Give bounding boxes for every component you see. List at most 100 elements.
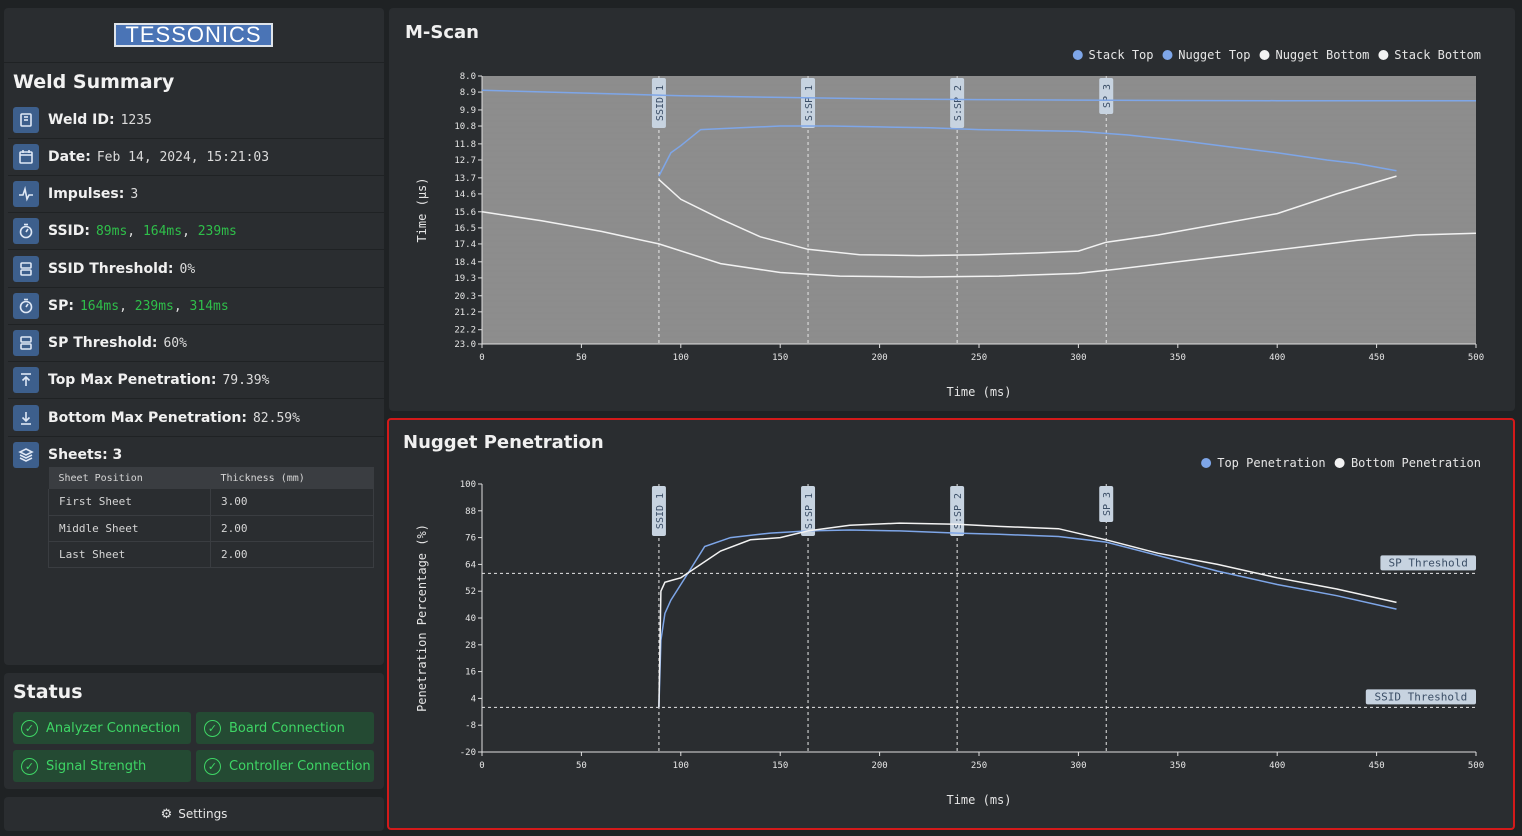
signal-strength-status[interactable]: ✓ Signal Strength xyxy=(13,750,191,782)
settings-button[interactable]: ⚙ Settings xyxy=(4,797,384,831)
table-cell: Last Sheet xyxy=(48,541,211,568)
x-tick-label: 500 xyxy=(1468,353,1484,363)
x-tick-label: 350 xyxy=(1170,761,1186,771)
info-label: Date: xyxy=(48,149,91,165)
legend-label: Top Penetration xyxy=(1217,456,1325,470)
y-axis-title: Penetration Percentage (%) xyxy=(415,524,429,712)
time-value: 239ms xyxy=(134,298,174,314)
x-tick-label: 0 xyxy=(479,353,484,363)
y-tick-label: 64 xyxy=(465,560,476,570)
status-label: Signal Strength xyxy=(46,758,147,774)
weld-info-row: SP Threshold: 60% xyxy=(8,325,384,362)
y-tick-label: 16.5 xyxy=(454,224,476,234)
legend-swatch xyxy=(1378,50,1389,60)
impulse-marker-label-bg xyxy=(1099,486,1114,522)
check-circle-icon: ✓ xyxy=(204,719,221,737)
x-axis-title: Time (ms) xyxy=(946,793,1011,807)
y-tick-label: 88 xyxy=(465,507,476,517)
info-value: 60% xyxy=(163,335,187,351)
header-thickness: Thickness (mm) xyxy=(210,467,374,489)
table-cell: First Sheet xyxy=(48,489,211,516)
series-line-top-penetration xyxy=(658,529,1397,708)
impulse-marker-label-bg xyxy=(651,486,666,536)
weld-info-row: Date: Feb 14, 2024, 15:21:03 xyxy=(8,139,384,176)
y-tick-label: 23.0 xyxy=(454,340,476,350)
x-tick-label: 300 xyxy=(1070,353,1086,363)
m-scan-chart: 0 50 100 150 200 250 300 350 400 450 500 8.0 8.9 9.9 1… xyxy=(415,48,1484,399)
x-tick-label: 200 xyxy=(871,353,887,363)
info-value: Feb 14, 2024, 15:21:03 xyxy=(96,149,270,165)
tessonics-logo: TESSONICS xyxy=(114,23,273,47)
info-value: 79.39% xyxy=(222,372,270,388)
y-tick-label: 18.4 xyxy=(454,258,476,268)
header-sheet-position: Sheet Position xyxy=(48,467,211,489)
info-value: 89ms, 164ms, 239ms xyxy=(95,223,237,239)
y-tick-label: 8.0 xyxy=(460,72,476,82)
id-card-icon xyxy=(13,107,39,133)
table-cell: 2.00 xyxy=(210,515,374,542)
y-tick-label: 76 xyxy=(465,534,476,544)
weld-summary-title: Weld Summary xyxy=(13,71,175,93)
x-tick-label: 350 xyxy=(1170,353,1186,363)
info-label: SSID: xyxy=(48,223,90,239)
legend-swatch xyxy=(1072,50,1083,60)
threshold-icon xyxy=(13,330,39,356)
y-tick-label: 52 xyxy=(465,587,476,597)
legend-swatch xyxy=(1259,50,1270,60)
y-tick-label: 100 xyxy=(460,480,476,490)
timer-icon xyxy=(13,293,39,319)
analyzer-connection-status[interactable]: ✓ Analyzer Connection xyxy=(13,712,191,744)
y-tick-label: 10.8 xyxy=(454,122,476,132)
y-tick-label: 15.6 xyxy=(454,208,476,218)
weld-info-row: Impulses: 3 xyxy=(8,176,384,213)
x-tick-label: 150 xyxy=(772,761,788,771)
m-scan-title: M-Scan xyxy=(405,22,479,43)
info-label: SP: xyxy=(48,298,74,314)
x-tick-label: 250 xyxy=(971,761,987,771)
y-tick-label: 4 xyxy=(471,694,476,704)
x-tick-label: 400 xyxy=(1269,761,1285,771)
x-tick-label: 400 xyxy=(1269,353,1285,363)
board-connection-status[interactable]: ✓ Board Connection xyxy=(196,712,374,744)
legend-swatch xyxy=(1162,50,1173,60)
y-tick-label: -8 xyxy=(465,721,476,731)
y-tick-label: 8.9 xyxy=(460,88,476,98)
y-tick-label: 14.6 xyxy=(454,190,476,200)
table-cell: Middle Sheet xyxy=(48,515,211,542)
check-circle-icon: ✓ xyxy=(204,757,221,775)
impulse-marker-label-bg xyxy=(651,78,666,128)
info-label: Weld ID: xyxy=(48,112,115,128)
status-label: Board Connection xyxy=(229,720,345,736)
legend-label: Stack Top xyxy=(1088,48,1153,62)
series-line-nugget-top xyxy=(658,125,1397,177)
x-tick-label: 500 xyxy=(1468,761,1484,771)
x-tick-label: 0 xyxy=(479,761,484,771)
y-tick-label: 22.2 xyxy=(454,326,476,336)
threshold-label-bg xyxy=(1380,555,1476,571)
plot-background xyxy=(482,76,1476,344)
series-line-nugget-bottom xyxy=(658,175,1397,257)
threshold-icon xyxy=(13,256,39,282)
impulse-marker-label-bg xyxy=(801,486,816,536)
timer-icon xyxy=(13,218,39,244)
impulse-marker-label: S:SP 1 xyxy=(804,85,815,121)
x-tick-label: 50 xyxy=(576,353,587,363)
y-tick-label: 20.3 xyxy=(454,292,476,302)
status-title: Status xyxy=(13,681,83,703)
y-tick-label: 28 xyxy=(465,641,476,651)
controller-connection-status[interactable]: ✓ Controller Connection xyxy=(196,750,374,782)
info-value: 164ms, 239ms, 314ms xyxy=(79,298,229,314)
logo-divider xyxy=(4,62,384,63)
y-tick-label: 21.2 xyxy=(454,308,476,318)
time-value: 89ms xyxy=(95,223,128,239)
legend-swatch xyxy=(1334,458,1345,468)
impulse-marker-label-bg xyxy=(950,78,965,128)
legend-label: Nugget Top xyxy=(1178,48,1250,62)
x-tick-label: 150 xyxy=(772,353,788,363)
y-axis-title: Time (µs) xyxy=(415,177,429,242)
info-label: Top Max Penetration: xyxy=(48,372,217,388)
status-label: Analyzer Connection xyxy=(46,720,181,736)
pulse-icon xyxy=(13,181,39,207)
info-label: Sheets: 3 xyxy=(48,446,123,463)
legend-swatch xyxy=(1201,458,1212,468)
